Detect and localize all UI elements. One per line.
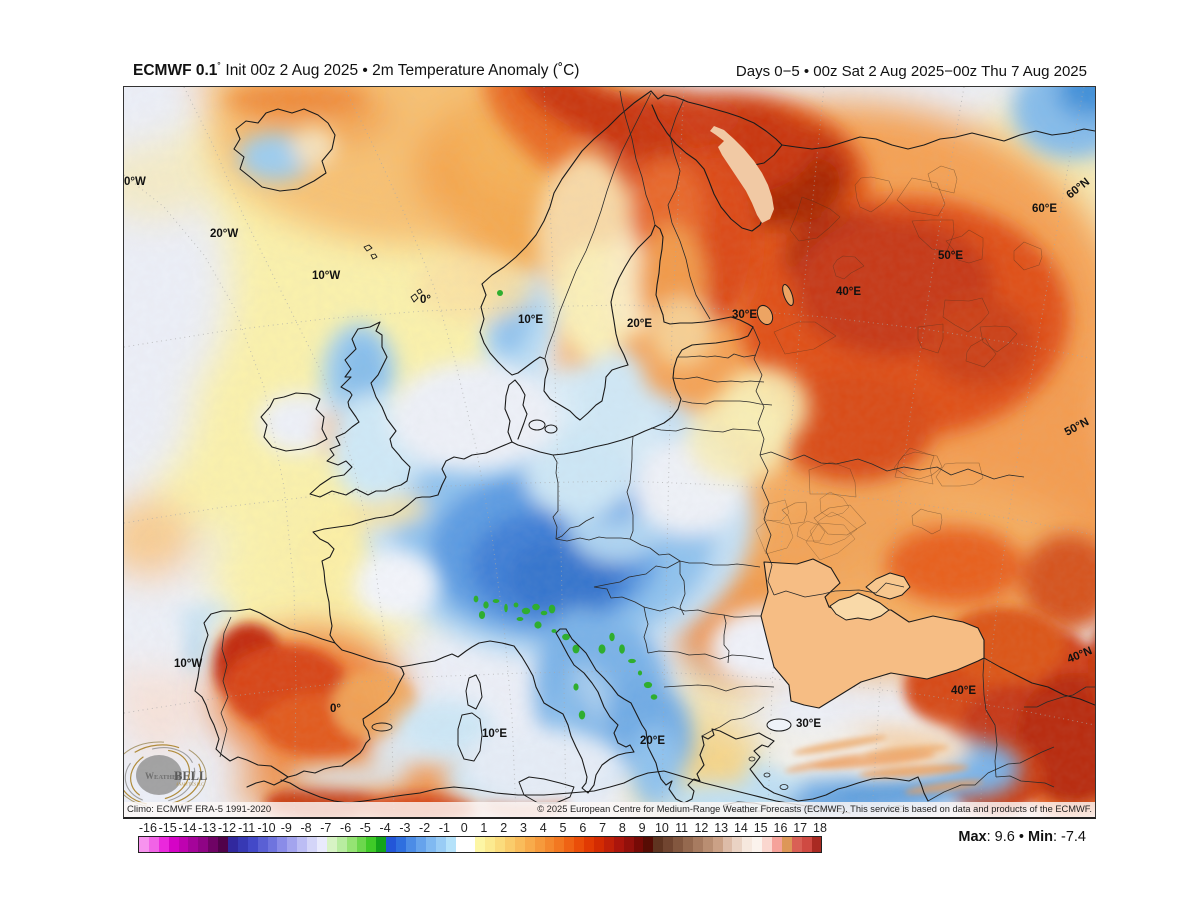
svg-text:30°E: 30°E	[796, 718, 821, 730]
svg-text:10°W: 10°W	[312, 270, 340, 282]
svg-text:WEATHER: WEATHER	[145, 771, 181, 781]
svg-text:0°: 0°	[420, 294, 431, 306]
svg-text:40°E: 40°E	[836, 286, 861, 298]
svg-text:10°E: 10°E	[518, 314, 543, 326]
svg-text:60°E: 60°E	[1032, 203, 1057, 215]
svg-text:20°E: 20°E	[627, 318, 652, 330]
svg-text:BELL: BELL	[174, 769, 207, 783]
svg-text:10°E: 10°E	[482, 728, 507, 740]
svg-text:0°: 0°	[330, 703, 341, 715]
svg-text:ANALYTICS LLC: ANALYTICS LLC	[176, 783, 204, 787]
svg-text:50°E: 50°E	[938, 250, 963, 262]
svg-text:20°E: 20°E	[640, 735, 665, 747]
svg-text:40°E: 40°E	[951, 685, 976, 697]
svg-text:20°W: 20°W	[210, 228, 238, 240]
svg-text:30°E: 30°E	[732, 309, 757, 321]
svg-text:10°W: 10°W	[174, 658, 202, 670]
svg-text:0°W: 0°W	[124, 176, 146, 188]
